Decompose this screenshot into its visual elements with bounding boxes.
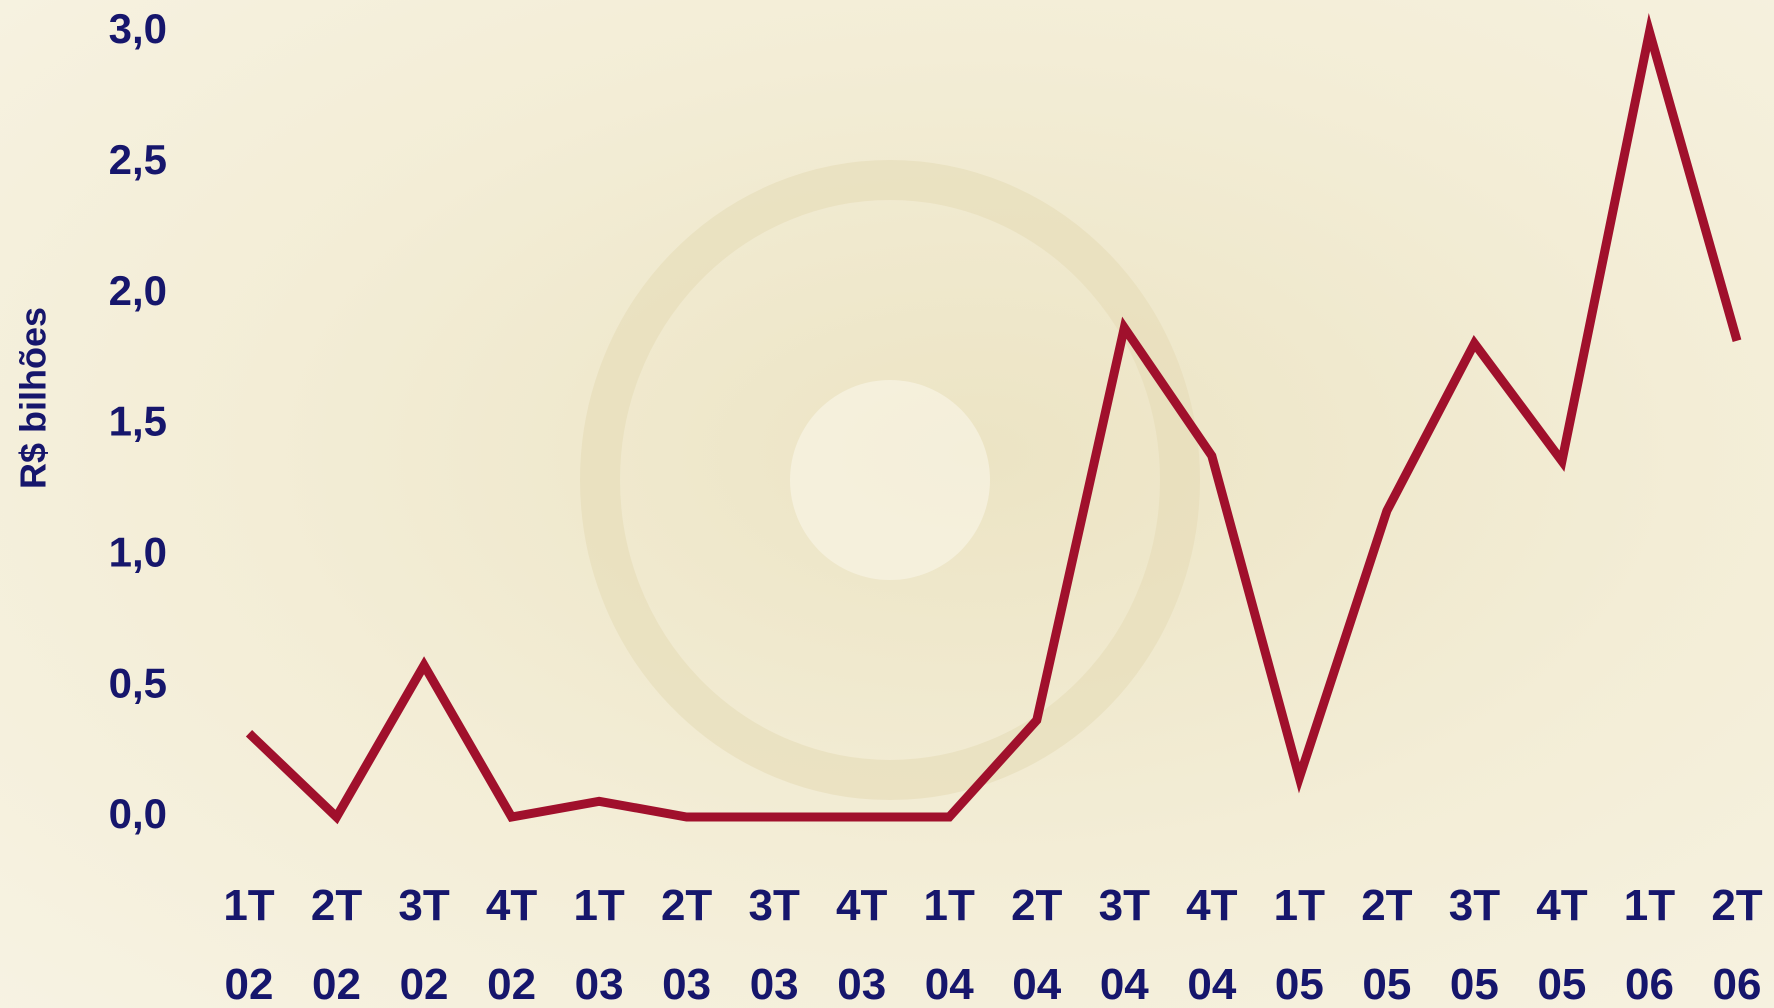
x-tick-label: 1T 05: [1274, 881, 1325, 1008]
x-tick-label: 2T 05: [1361, 881, 1412, 1008]
y-tick-label: 0,0: [109, 790, 167, 837]
x-tick-label: 4T 02: [486, 881, 537, 1008]
x-tick-label: 1T 02: [223, 881, 274, 1008]
x-tick-label: 2T 04: [1011, 881, 1062, 1008]
x-tick-label-line: 1T: [924, 881, 975, 930]
x-tick-label-line: 04: [1187, 960, 1236, 1008]
x-tick-label-line: 03: [575, 960, 624, 1008]
x-tick-label: 1T 06: [1624, 881, 1675, 1008]
x-tick-label-line: 1T: [1274, 881, 1325, 930]
x-tick-label: 2T 06: [1711, 881, 1762, 1008]
x-tick-label-line: 2T: [1011, 881, 1062, 930]
background-seal-center: [790, 380, 990, 580]
x-tick-label-line: 4T: [486, 881, 537, 930]
x-tick-label-line: 02: [487, 960, 536, 1008]
x-tick-label: 1T 03: [573, 881, 624, 1008]
x-tick-label-line: 3T: [1099, 881, 1150, 930]
x-tick-label: 2T 03: [661, 881, 712, 1008]
x-tick-label-line: 4T: [836, 881, 887, 930]
x-tick-label-line: 1T: [1624, 881, 1675, 930]
x-tick-label-line: 3T: [1449, 881, 1500, 930]
x-tick-label-line: 3T: [748, 881, 799, 930]
x-tick-label: 4T 03: [836, 881, 887, 1008]
y-axis-label: R$ bilhões: [13, 307, 54, 489]
x-tick-label-line: 4T: [1186, 881, 1237, 930]
x-tick-label-line: 03: [750, 960, 799, 1008]
x-tick-label: 3T 02: [398, 881, 449, 1008]
x-tick-label: 3T 05: [1449, 881, 1500, 1008]
x-tick-label-line: 04: [925, 960, 974, 1008]
x-tick-label-line: 05: [1450, 960, 1499, 1008]
y-tick-label: 3,0: [109, 5, 167, 52]
x-tick-label-line: 05: [1537, 960, 1586, 1008]
y-tick-label: 0,5: [109, 659, 167, 706]
x-tick-label-line: 04: [1100, 960, 1149, 1008]
x-tick-label-line: 3T: [398, 881, 449, 930]
x-tick-label: 1T 04: [924, 881, 975, 1008]
x-tick-label-line: 06: [1625, 960, 1674, 1008]
y-tick-label: 2,5: [109, 136, 167, 183]
y-tick-label: 1,0: [109, 528, 167, 575]
x-tick-label-line: 1T: [223, 881, 274, 930]
x-tick-label: 2T 02: [311, 881, 362, 1008]
x-tick-label-line: 04: [1012, 960, 1061, 1008]
x-tick-label: 3T 04: [1099, 881, 1150, 1008]
x-tick-label-line: 1T: [573, 881, 624, 930]
x-tick-label-line: 2T: [1361, 881, 1412, 930]
x-tick-label-line: 03: [662, 960, 711, 1008]
line: [245, 12, 1742, 825]
background-seal: [580, 160, 1200, 800]
x-tick-label-line: 05: [1362, 960, 1411, 1008]
x-tick-label: 4T 05: [1536, 881, 1587, 1008]
y-tick-label: 2,0: [109, 267, 167, 314]
x-tick-label-line: 2T: [311, 881, 362, 930]
x-tick-label-line: 06: [1713, 960, 1762, 1008]
x-tick-label-line: 02: [312, 960, 361, 1008]
x-tick-label-line: 02: [400, 960, 449, 1008]
x-tick-label-line: 02: [225, 960, 274, 1008]
x-tick-label-line: 03: [837, 960, 886, 1008]
x-tick-label: 4T 04: [1186, 881, 1237, 1008]
x-tick-label: 3T 03: [748, 881, 799, 1008]
y-tick-label: 1,5: [109, 398, 167, 445]
x-tick-label-line: 4T: [1536, 881, 1587, 930]
x-tick-label-line: 2T: [661, 881, 712, 930]
x-tick-label-line: 2T: [1711, 881, 1762, 930]
x-tick-label-line: 05: [1275, 960, 1324, 1008]
